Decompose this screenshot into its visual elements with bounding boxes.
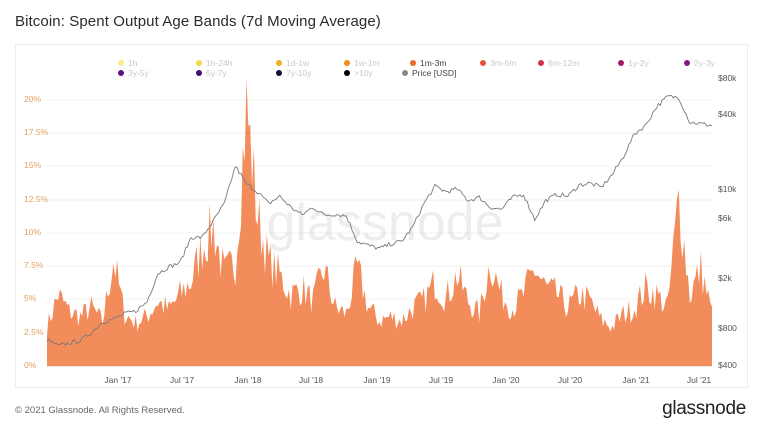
- right-axis-tick-label: $2k: [718, 273, 732, 283]
- legend-dot-icon: [344, 70, 350, 76]
- x-axis-tick-label: Jan '19: [363, 375, 391, 385]
- legend-item--10y[interactable]: >10y: [344, 68, 373, 78]
- legend-dot-icon: [276, 70, 282, 76]
- left-axis-tick-label: 15%: [24, 160, 42, 170]
- legend-label: 7y-10y: [286, 68, 312, 78]
- legend-item-5y-7y[interactable]: 5y-7y: [196, 68, 227, 78]
- legend-dot-icon: [410, 60, 416, 66]
- copyright-text: © 2021 Glassnode. All Rights Reserved.: [15, 405, 185, 416]
- series-area-1m-3m: [47, 77, 712, 367]
- legend-item-3m-6m[interactable]: 3m-6m: [480, 58, 516, 68]
- chart-title: Bitcoin: Spent Output Age Bands (7d Movi…: [15, 13, 381, 30]
- legend-item-1m-3m[interactable]: 1m-3m: [410, 58, 446, 68]
- legend-dot-icon: [538, 60, 544, 66]
- left-axis-tick-label: 10%: [24, 227, 42, 237]
- legend-item-7y-10y[interactable]: 7y-10y: [276, 68, 312, 78]
- right-axis-tick-label: $80k: [718, 73, 737, 83]
- right-axis-tick-label: $400: [718, 360, 737, 370]
- legend-dot-icon: [402, 70, 408, 76]
- left-axis-tick-label: 7.5%: [24, 260, 44, 270]
- x-axis-tick-label: Jan '17: [104, 375, 132, 385]
- x-axis-tick-label: Jul '17: [169, 375, 195, 385]
- x-axis-tick-label: Jul '19: [428, 375, 454, 385]
- series-line-price: [46, 94, 713, 347]
- x-axis-tick-label: Jan '18: [234, 375, 262, 385]
- chart-legend: 1h 1h-24h 1d-1w 1w-1m 1m-3m 3m-6m 6m-12m 1y-2y 2…: [118, 58, 718, 78]
- right-axis-tick-label: $6k: [718, 213, 732, 223]
- legend-row: 3y-5y 5y-7y 7y-10y >10y Price [USD]: [118, 68, 718, 78]
- right-axis-tick-label: $40k: [718, 109, 737, 119]
- glassnode-logo[interactable]: glassnode: [662, 398, 746, 419]
- legend-label: 1y-2y: [628, 58, 649, 68]
- x-axis-tick-label: Jan '21: [622, 375, 650, 385]
- legend-dot-icon: [344, 60, 350, 66]
- legend-dot-icon: [196, 60, 202, 66]
- legend-label: 1h: [128, 58, 138, 68]
- legend-label: 6m-12m: [548, 58, 580, 68]
- legend-dot-icon: [118, 70, 124, 76]
- legend-dot-icon: [480, 60, 486, 66]
- legend-label: 3y-5y: [128, 68, 149, 78]
- legend-dot-icon: [196, 70, 202, 76]
- right-axis-tick-label: $10k: [718, 184, 737, 194]
- left-axis-tick-label: 0%: [24, 360, 37, 370]
- legend-item-1y-2y[interactable]: 1y-2y: [618, 58, 649, 68]
- legend-dot-icon: [618, 60, 624, 66]
- legend-item-1h-24h[interactable]: 1h-24h: [196, 58, 232, 68]
- legend-label: Price [USD]: [412, 68, 457, 78]
- legend-dot-icon: [276, 60, 282, 66]
- legend-label: 2y-3y: [694, 58, 715, 68]
- legend-dot-icon: [118, 60, 124, 66]
- x-axis-tick-label: Jul '20: [557, 375, 583, 385]
- x-axis-tick-label: Jul '18: [298, 375, 324, 385]
- legend-row: 1h 1h-24h 1d-1w 1w-1m 1m-3m 3m-6m 6m-12m 1y-2y 2…: [118, 58, 718, 68]
- legend-label: 1w-1m: [354, 58, 380, 68]
- x-axis-tick-label: Jan '20: [492, 375, 520, 385]
- left-axis-tick-label: 17.5%: [24, 127, 49, 137]
- legend-label: 1m-3m: [420, 58, 447, 68]
- left-axis-tick-label: 5%: [24, 293, 37, 303]
- legend-label: 5y-7y: [206, 68, 227, 78]
- legend-label: 1h-24h: [206, 58, 233, 68]
- legend-item-6m-12m[interactable]: 6m-12m: [538, 58, 579, 68]
- x-axis-tick-label: Jul '21: [686, 375, 712, 385]
- chart-panel: [15, 44, 748, 388]
- left-axis-tick-label: 20%: [24, 94, 42, 104]
- legend-item-price-usd-[interactable]: Price [USD]: [402, 68, 456, 78]
- left-axis-tick-label: 12.5%: [24, 194, 49, 204]
- legend-label: 1d-1w: [286, 58, 310, 68]
- legend-item-1w-1m[interactable]: 1w-1m: [344, 58, 380, 68]
- watermark-text: glassnode: [266, 194, 503, 252]
- legend-item-2y-3y[interactable]: 2y-3y: [684, 58, 715, 68]
- left-axis-tick-label: 2.5%: [24, 327, 44, 337]
- legend-item-3y-5y[interactable]: 3y-5y: [118, 68, 149, 78]
- legend-item-1h[interactable]: 1h: [118, 58, 137, 68]
- legend-item-1d-1w[interactable]: 1d-1w: [276, 58, 309, 68]
- legend-label: 3m-6m: [490, 58, 517, 68]
- right-axis-tick-label: $800: [718, 323, 737, 333]
- legend-label: >10y: [354, 68, 373, 78]
- legend-dot-icon: [684, 60, 690, 66]
